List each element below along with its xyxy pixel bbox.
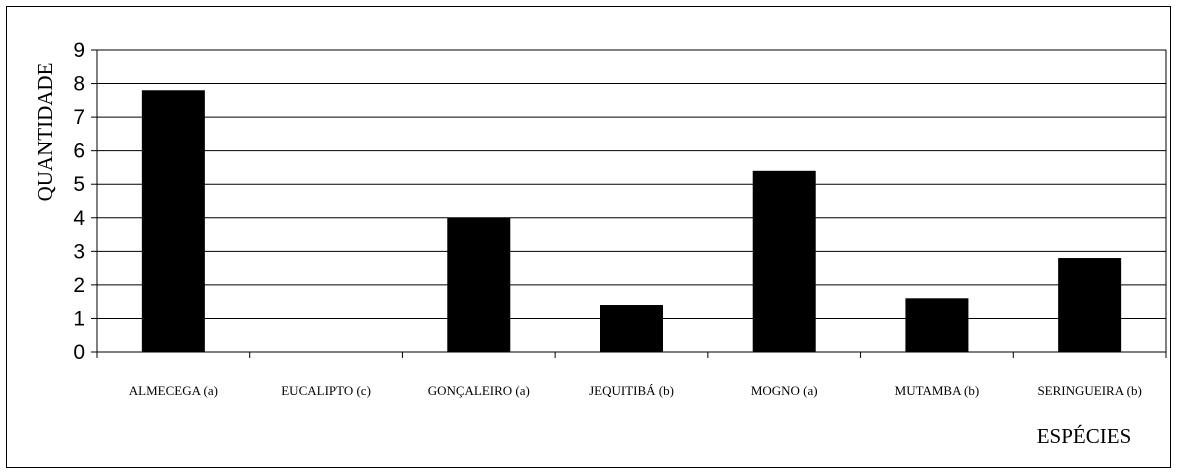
x-category-label: JEQUITIBÁ (b) (589, 383, 674, 398)
bars (141, 90, 1122, 353)
grid-lines (97, 49, 1166, 319)
y-tick-label: 8 (73, 73, 85, 96)
x-category-label: ALMECEGA (a) (129, 383, 218, 398)
x-category-label: GONÇALEIRO (a) (428, 383, 530, 398)
y-tick-label: 6 (73, 140, 85, 163)
y-tick-label: 5 (73, 173, 85, 196)
bar (141, 90, 205, 353)
bar (1058, 258, 1122, 352)
bar (447, 217, 511, 352)
y-tick-label: 2 (73, 274, 85, 297)
x-category-label: EUCALIPTO (c) (281, 383, 371, 398)
y-tick-label: 7 (73, 106, 85, 129)
y-tick-labels: 0 1 2 3 4 5 6 7 8 9 (73, 39, 85, 364)
y-tick-label: 0 (73, 341, 85, 364)
x-category-label: MOGNO (a) (751, 383, 818, 398)
y-tick-label: 1 (73, 307, 85, 330)
y-tick-label: 9 (73, 39, 85, 62)
bar (905, 298, 969, 352)
y-tick-label: 4 (73, 207, 85, 230)
bar (600, 305, 663, 352)
y-axis-title: QUANTIDADE (33, 63, 57, 202)
axes (91, 49, 1167, 358)
x-category-label: SERINGUEIRA (b) (1037, 383, 1141, 398)
x-tick-labels: ALMECEGA (a) EUCALIPTO (c) GONÇALEIRO (a) J… (129, 383, 1142, 398)
y-tick-label: 3 (73, 240, 85, 263)
bar (752, 170, 816, 352)
x-category-label: MUTAMBA (b) (895, 383, 980, 398)
x-axis-title: ESPÉCIES (1037, 424, 1132, 448)
